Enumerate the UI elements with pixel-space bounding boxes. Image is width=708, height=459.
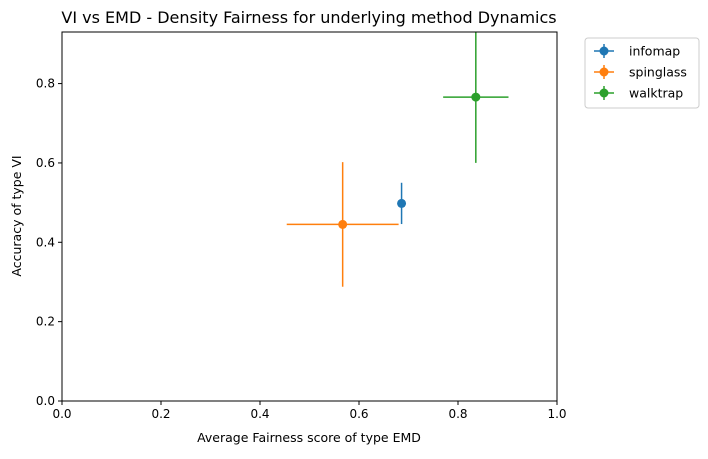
chart-title: VI vs EMD - Density Fairness for underly… [61, 8, 556, 27]
series-spinglass [286, 162, 399, 287]
x-tick-label: 1.0 [547, 407, 566, 421]
x-tick-label: 0.6 [349, 407, 368, 421]
series-walktrap [443, 32, 509, 163]
legend-marker [599, 88, 609, 98]
legend-entry-spinglass: spinglass [594, 65, 687, 80]
y-tick-label: 0.2 [36, 315, 55, 329]
legend: infomap spinglass walktrap [584, 37, 700, 109]
legend-label: infomap [629, 44, 680, 59]
x-axis: 0.0 0.2 0.4 0.6 0.8 1.0 [52, 401, 567, 421]
y-tick-label: 0.4 [36, 235, 55, 249]
x-tick-label: 0.4 [250, 407, 269, 421]
legend-marker [599, 67, 609, 77]
data-point [397, 198, 407, 208]
data-point [338, 219, 348, 229]
legend-marker [599, 46, 609, 56]
plot-area [61, 31, 558, 402]
y-axis-label: Accuracy of type VI [9, 155, 24, 276]
legend-frame [584, 37, 700, 109]
x-tick-label: 0.2 [151, 407, 170, 421]
data-point [471, 92, 481, 102]
series-layer [286, 32, 509, 287]
y-tick-label: 0.6 [36, 156, 55, 170]
legend-entry-infomap: infomap [594, 44, 680, 59]
series-infomap [397, 182, 407, 225]
x-axis-label: Average Fairness score of type EMD [197, 430, 421, 445]
plot-frame [61, 31, 558, 402]
x-tick-label: 0.8 [448, 407, 467, 421]
x-tick-label: 0.0 [52, 407, 71, 421]
y-tick-label: 0.0 [36, 394, 55, 408]
y-axis: 0.0 0.2 0.4 0.6 0.8 [36, 77, 62, 408]
legend-label: walktrap [629, 86, 683, 101]
legend-entry-walktrap: walktrap [594, 86, 683, 101]
legend-label: spinglass [629, 65, 687, 80]
y-tick-label: 0.8 [36, 77, 55, 91]
